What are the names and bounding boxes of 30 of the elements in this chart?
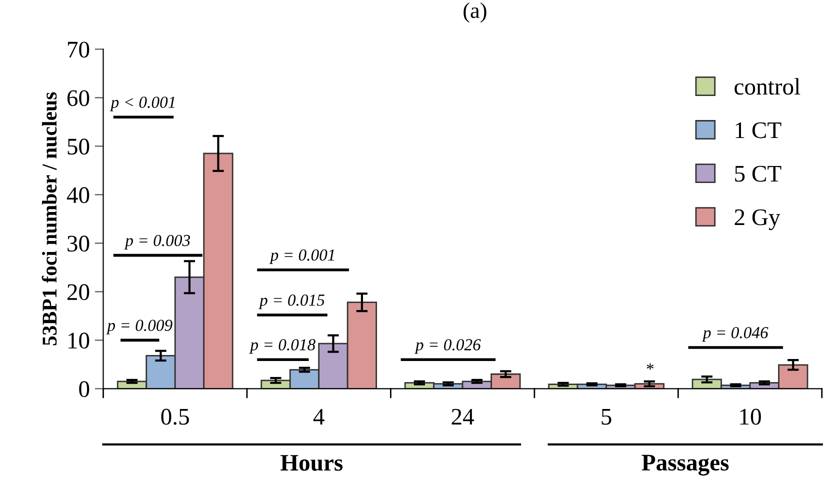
y-tick-label: 70 [68, 42, 90, 58]
text: Passages [642, 454, 729, 476]
legend-label: 1 CT [736, 122, 782, 138]
annotation: p = 0.015 [258, 294, 324, 310]
y-axis-title: 53BP1 foci number / nucleus [42, 92, 57, 346]
annotation: p < 0.001 [110, 96, 174, 112]
y-tick-label: 50 [68, 138, 90, 155]
annotation: * [646, 364, 654, 370]
legend-label: 2 Gy [734, 209, 780, 230]
legend-label: control [734, 78, 800, 95]
annotation: p = 0.001 [269, 249, 334, 264]
y-tick-label: 10 [68, 332, 90, 349]
y-tick-label: 20 [67, 284, 90, 300]
annotation: p = 0.009 [106, 320, 172, 334]
y-tick-label: 60 [67, 90, 90, 106]
x-tick-label: 0.5 [161, 408, 189, 425]
annotation: p = 0.046 [702, 327, 768, 342]
text: Hours [280, 455, 343, 471]
x-tick-label: 5 [602, 409, 612, 425]
y-tick-label: 40 [66, 187, 90, 204]
y-tick-label: 30 [68, 236, 90, 252]
annotation: p = 0.003 [124, 234, 190, 250]
x-tick-label: 4 [313, 408, 324, 425]
y-tick-label: 0 [79, 381, 90, 398]
annotation: p = 0.018 [249, 339, 316, 354]
annotation: p = 0.026 [414, 339, 481, 354]
legend-label: 5 CT [735, 166, 782, 182]
x-tick-label: 10 [740, 408, 761, 425]
x-tick-label: 24 [452, 408, 474, 425]
chart-title: (a) [464, 2, 486, 23]
